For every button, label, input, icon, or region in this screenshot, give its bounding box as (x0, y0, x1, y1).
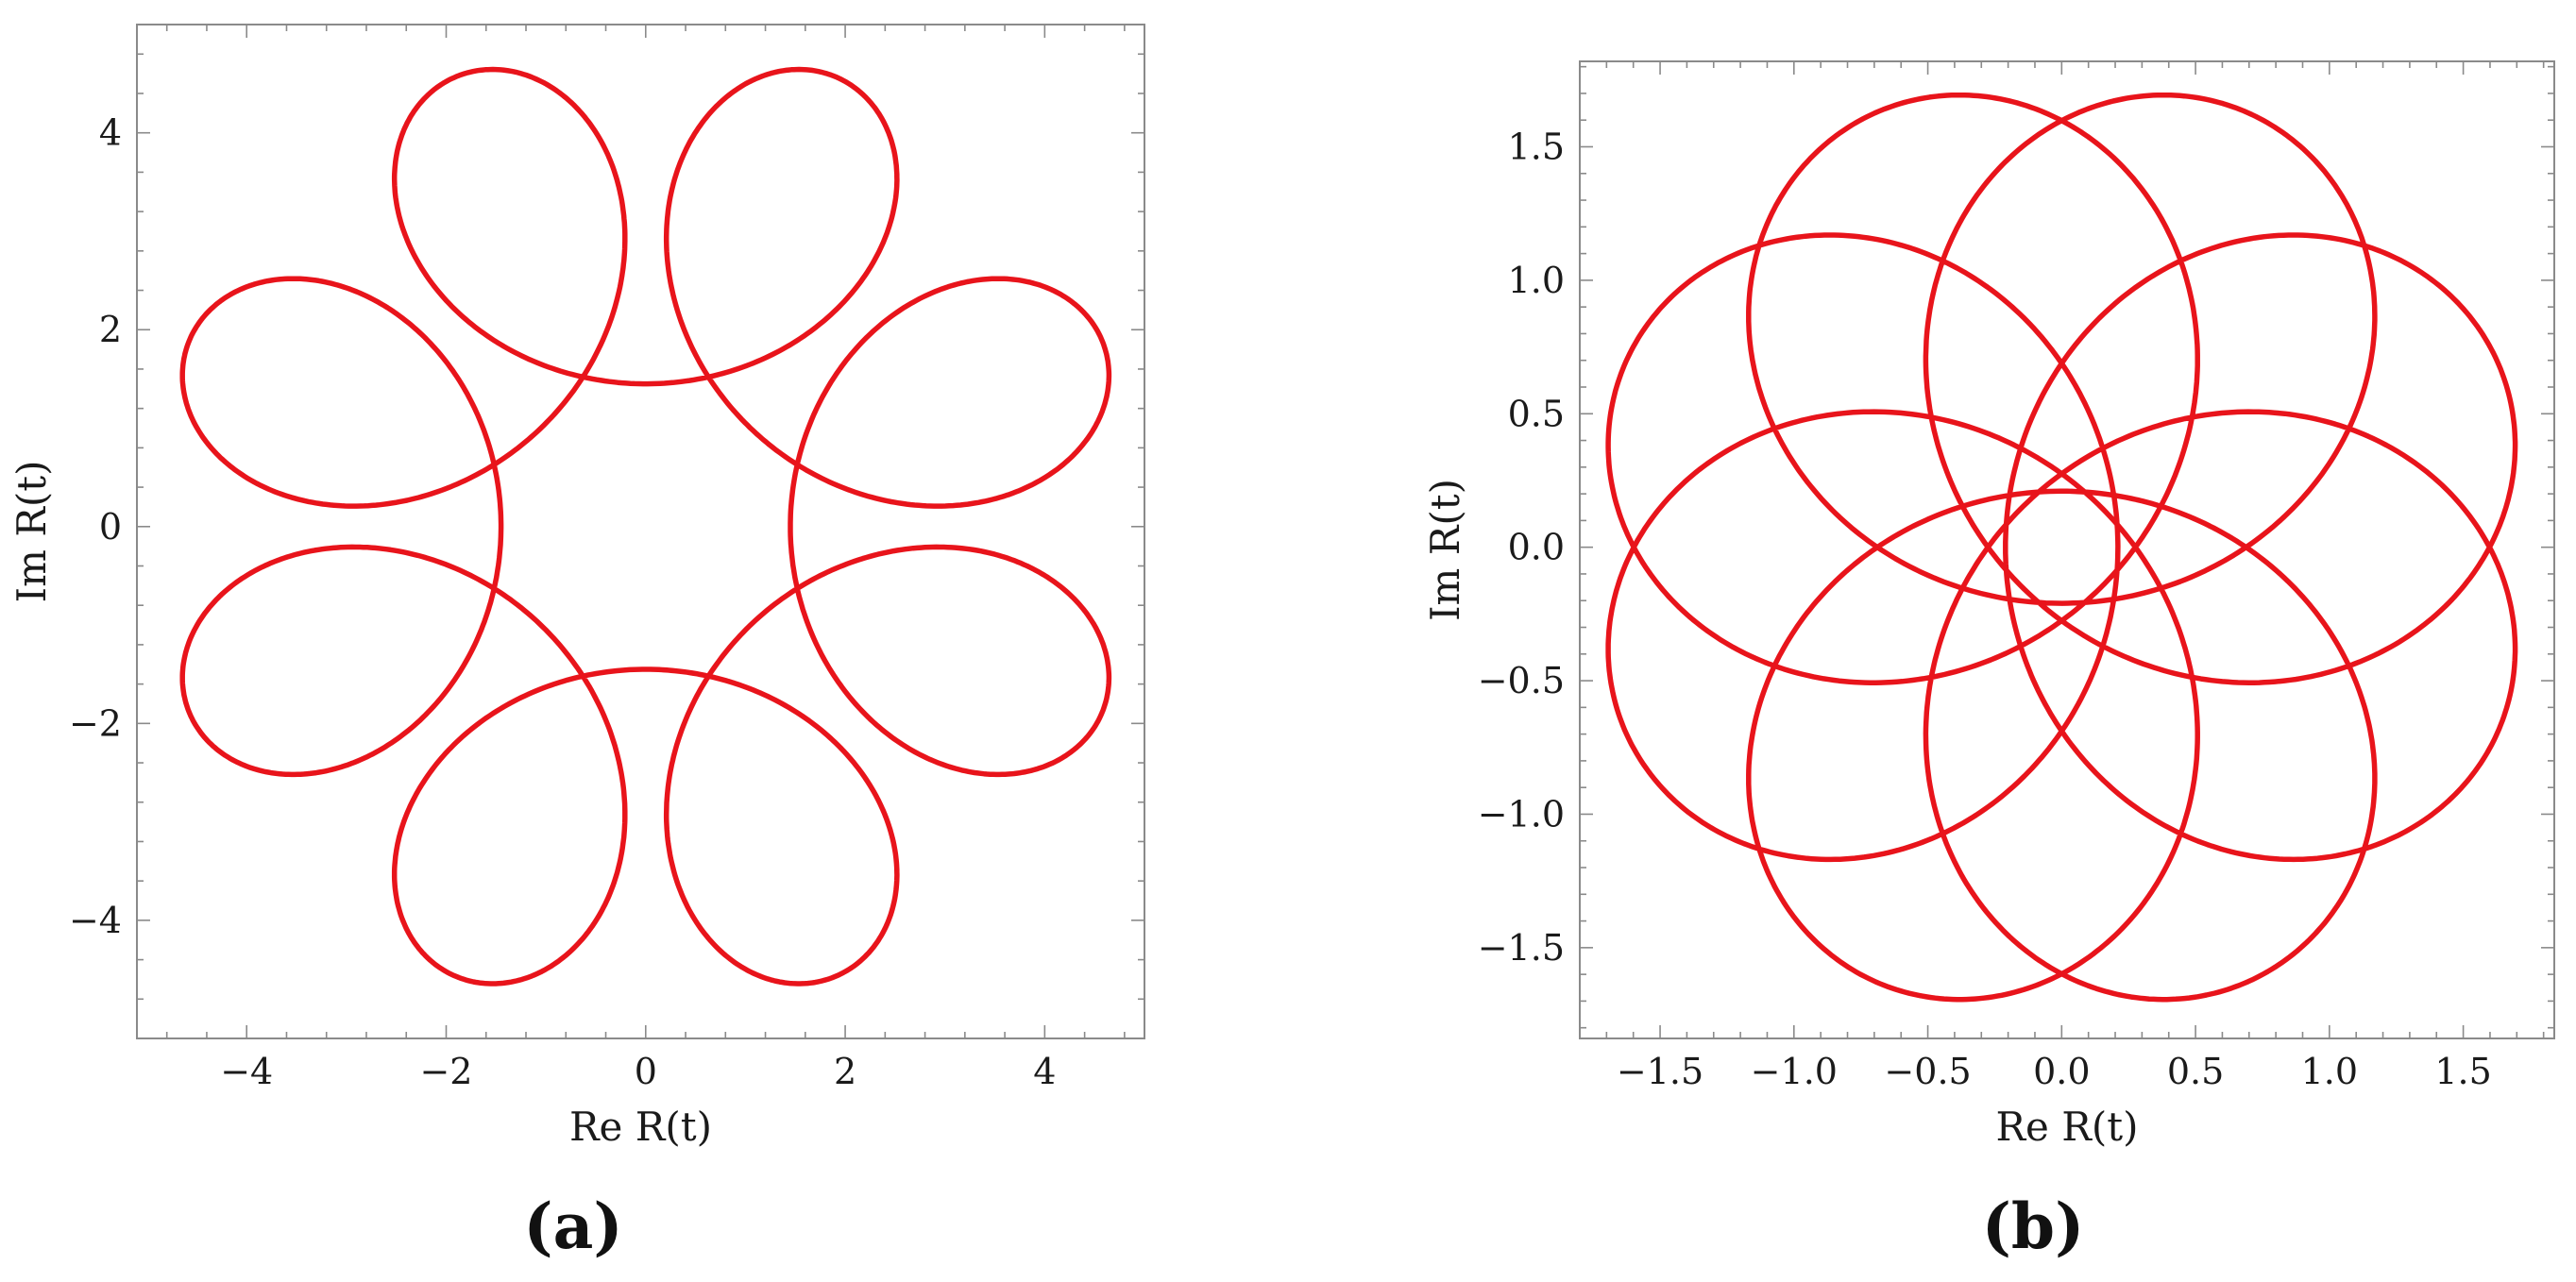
y-axis-label: Im R(t) (1422, 479, 1468, 621)
x-axis-label: Re R(t) (569, 1104, 712, 1150)
y-tick-label: 0.5 (1508, 393, 1565, 434)
y-tick-label: 4 (99, 112, 122, 154)
y-axis-label: Im R(t) (8, 460, 55, 602)
y-tick-label: −1.0 (1478, 793, 1565, 835)
panel-a-label: (a) (523, 1189, 622, 1263)
y-tick-label: 1.0 (1508, 260, 1565, 301)
x-tick-label: −1.0 (1751, 1051, 1838, 1092)
trajectory-curve (179, 66, 1112, 987)
x-tick-label: −4 (220, 1051, 273, 1092)
x-tick-label: 0.0 (2033, 1051, 2090, 1092)
y-tick-label: −1.5 (1478, 927, 1565, 969)
x-tick-label: 4 (1033, 1051, 1056, 1092)
panel-b-plot: −1.5 −1.0 −0.5 0.0 0.5 1.0 1.5 −1.5 −1.0 −0.5 0.0 0… (1422, 60, 2555, 1150)
panel-a-plot: −4 −2 0 2 4 −4 −2 0 2 4 Re R(t) Im R(t) (8, 24, 1145, 1150)
plot-frame (136, 24, 1145, 1039)
x-tick-label: 2 (834, 1051, 856, 1092)
plot-frame (1579, 60, 2555, 1039)
x-tick-label: 1.0 (2301, 1051, 2358, 1092)
x-tick-label: 1.5 (2434, 1051, 2491, 1092)
trajectory-curve (1605, 92, 2518, 1003)
y-tick-label: 2 (99, 309, 122, 350)
y-tick-label: 1.5 (1508, 126, 1565, 167)
y-tick-label: −4 (69, 900, 122, 941)
y-tick-label: −0.5 (1478, 660, 1565, 701)
x-axis-label: Re R(t) (1995, 1104, 2138, 1150)
x-tick-label: 0 (635, 1051, 657, 1092)
panel-b-label: (b) (1982, 1189, 2085, 1263)
y-tick-label: 0 (99, 506, 122, 548)
y-tick-label: 0.0 (1508, 527, 1565, 568)
x-tick-label: 0.5 (2167, 1051, 2224, 1092)
x-tick-label: −1.5 (1617, 1051, 1703, 1092)
x-tick-label: −0.5 (1884, 1051, 1971, 1092)
y-tick-label: −2 (69, 702, 122, 744)
x-tick-label: −2 (419, 1051, 472, 1092)
